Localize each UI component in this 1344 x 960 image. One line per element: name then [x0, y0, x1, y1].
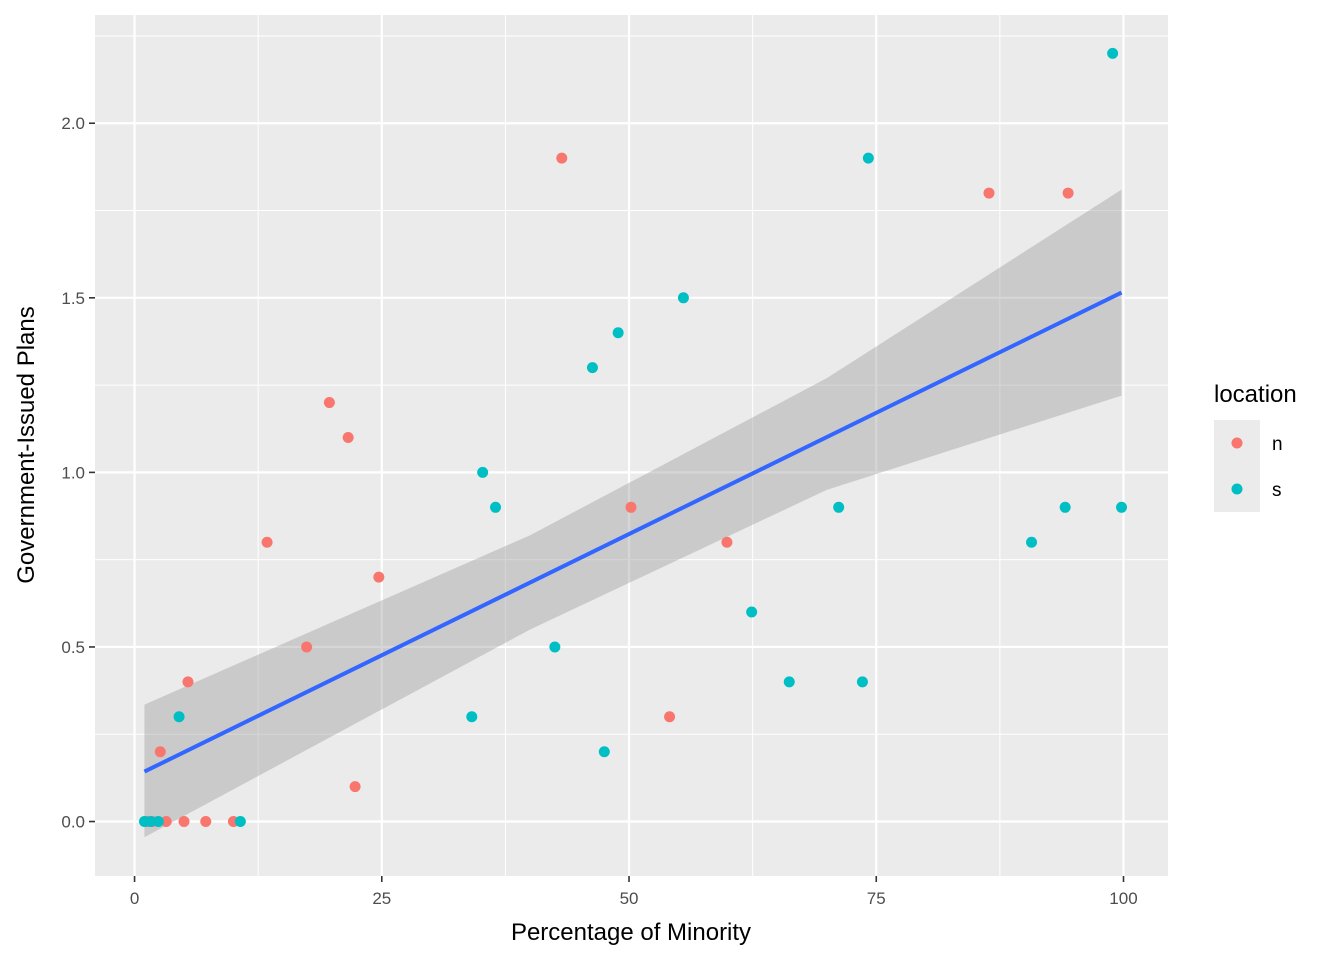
data-point-s: [677, 292, 689, 304]
major-gridlines: [95, 15, 1168, 876]
data-point-s: [586, 362, 598, 374]
data-point-s: [1059, 501, 1071, 513]
data-point-n: [323, 397, 335, 409]
data-point-s: [862, 152, 874, 164]
regression-line: [143, 290, 1123, 774]
data-point-n: [373, 571, 385, 583]
data-point-s: [598, 746, 610, 758]
data-point-s: [1026, 536, 1038, 548]
y-axis-title: Government-Issued Plans: [13, 306, 40, 583]
data-point-s: [549, 641, 561, 653]
legend-key-point-s: [1231, 483, 1243, 495]
y-tick-label: 1.0: [61, 463, 85, 482]
data-points: [138, 47, 1128, 828]
data-point-s: [234, 816, 246, 828]
data-point-n: [625, 501, 637, 513]
data-point-n: [1062, 187, 1074, 199]
data-point-n: [178, 816, 190, 828]
legend-title: location: [1214, 381, 1297, 408]
data-point-s: [477, 466, 489, 478]
data-point-n: [349, 781, 361, 793]
data-point-n: [664, 711, 676, 723]
y-axis-ticks: 0.0 0.5 1.0 1.5 2.0: [61, 114, 95, 832]
data-point-s: [466, 711, 478, 723]
data-point-n: [721, 536, 733, 548]
plot-panel: [95, 15, 1168, 876]
data-point-n: [160, 816, 172, 828]
x-tick-label: 75: [867, 889, 886, 908]
data-point-n: [556, 152, 568, 164]
data-point-s: [783, 676, 795, 688]
x-tick-label: 50: [620, 889, 639, 908]
data-point-s: [746, 606, 758, 618]
data-point-n: [154, 746, 166, 758]
legend-key-point-n: [1231, 437, 1243, 449]
data-point-n: [301, 641, 313, 653]
legend: location n s: [1214, 381, 1297, 512]
data-point-n: [342, 431, 354, 443]
confidence-band-area: [144, 189, 1122, 838]
data-point-s: [612, 327, 624, 339]
x-axis-title: Percentage of Minority: [511, 919, 751, 946]
x-tick-label: 0: [130, 889, 139, 908]
x-axis-ticks: 0 25 50 75 100: [130, 876, 1138, 908]
data-point-s: [152, 816, 164, 828]
data-point-n: [983, 187, 995, 199]
data-point-s: [144, 816, 156, 828]
regression-line-path: [143, 290, 1123, 774]
y-tick-label: 0.0: [61, 813, 85, 832]
y-tick-label: 1.5: [61, 289, 85, 308]
x-tick-label: 100: [1109, 889, 1137, 908]
confidence-band: [144, 189, 1122, 838]
data-point-s: [856, 676, 868, 688]
legend-label-n: n: [1272, 434, 1283, 455]
data-point-n: [182, 676, 194, 688]
data-point-s: [833, 501, 845, 513]
x-tick-label: 25: [372, 889, 391, 908]
minor-gridlines: [95, 15, 1168, 876]
data-point-s: [1107, 47, 1119, 59]
data-point-n: [200, 816, 212, 828]
data-point-s: [173, 711, 185, 723]
y-tick-label: 0.5: [61, 638, 85, 657]
data-point-s: [1116, 501, 1128, 513]
y-tick-label: 2.0: [61, 114, 85, 133]
data-point-s: [490, 501, 502, 513]
legend-label-s: s: [1272, 480, 1282, 501]
data-point-n: [261, 536, 273, 548]
